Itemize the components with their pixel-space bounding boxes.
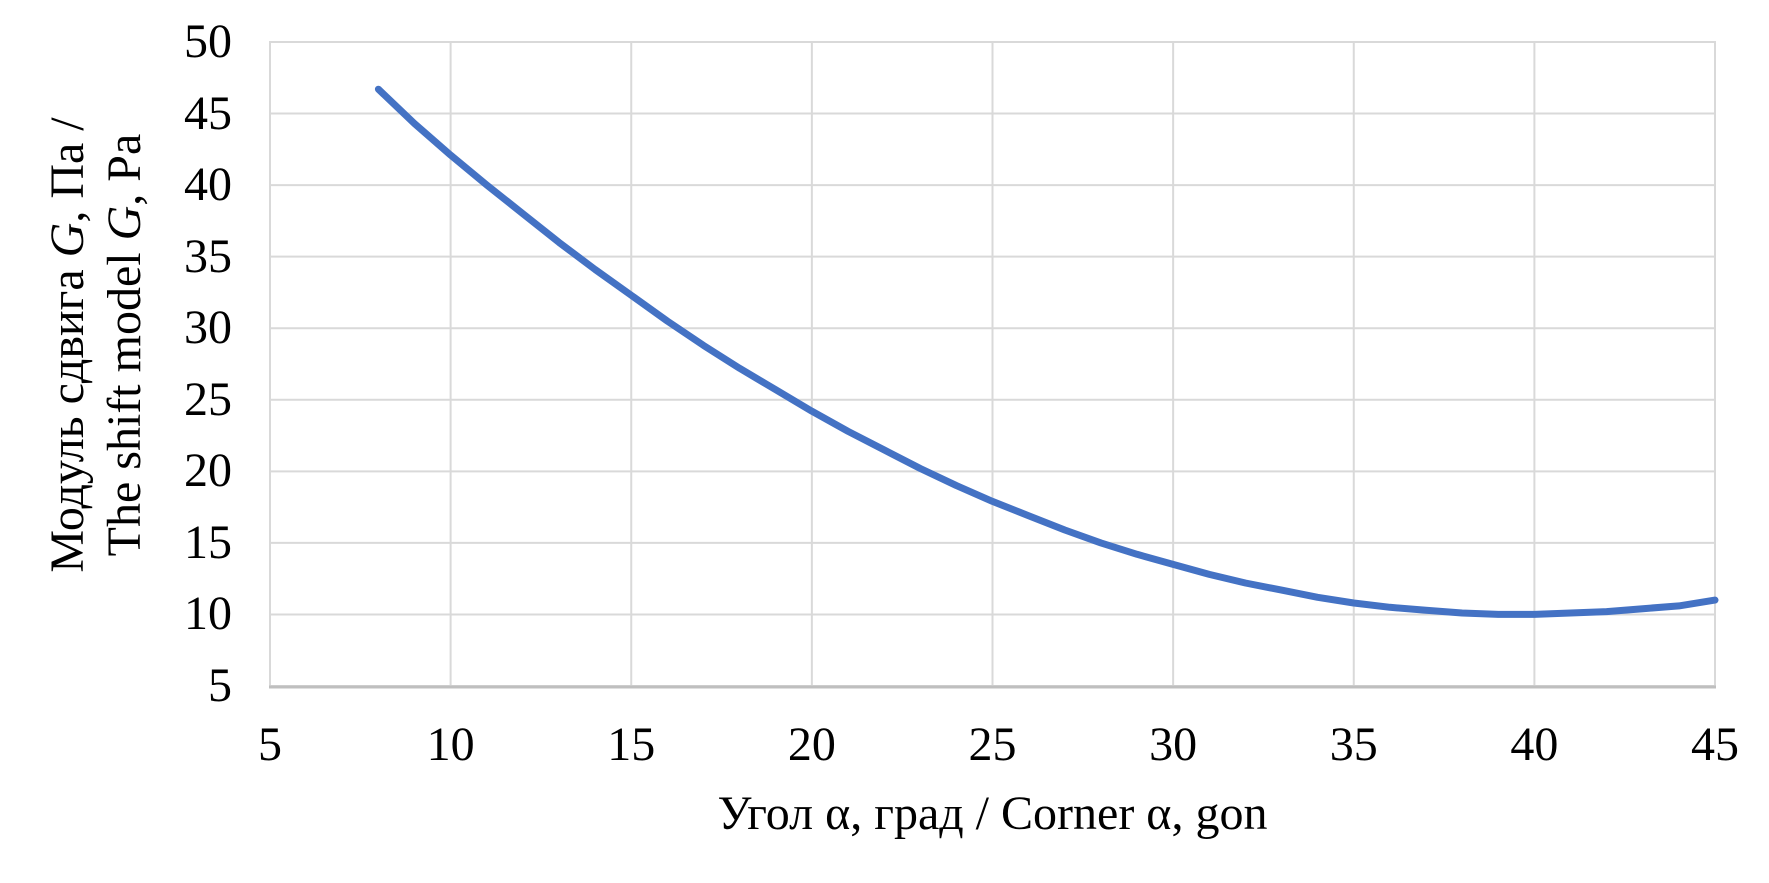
y-tick-label: 5 <box>208 659 232 712</box>
y-tick-label: 25 <box>184 372 232 426</box>
x-tick-label: 10 <box>426 718 475 771</box>
x-tick-label: 20 <box>787 718 836 771</box>
x-axis-title: Угол α, град / Corner α, gon <box>717 787 1268 840</box>
y-tick-label: 20 <box>184 444 232 498</box>
y-tick-label: 35 <box>184 229 232 283</box>
y-tick-label: 45 <box>184 86 232 140</box>
x-tick-label: 5 <box>258 718 282 771</box>
x-tick-label: 25 <box>968 718 1017 771</box>
y-tick-label: 40 <box>184 158 232 212</box>
y-tick-label: 10 <box>184 587 232 641</box>
x-tick-label: 30 <box>1149 718 1198 771</box>
data-series-line <box>374 85 1719 618</box>
y-tick-label: 50 <box>184 15 232 68</box>
x-tick-label: 35 <box>1329 718 1378 771</box>
y-tick-label: 15 <box>184 515 232 569</box>
x-tick-label: 15 <box>607 718 656 771</box>
x-tick-label: 40 <box>1510 718 1559 771</box>
y-tick-label: 30 <box>184 301 232 355</box>
x-tick-label: 45 <box>1691 718 1739 771</box>
